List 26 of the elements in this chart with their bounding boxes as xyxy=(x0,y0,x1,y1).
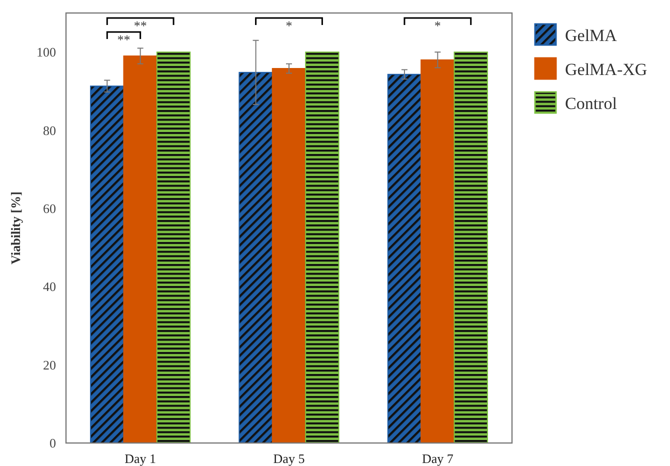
annotation: ** xyxy=(134,18,147,33)
annotation: ** xyxy=(117,32,130,47)
bar xyxy=(305,52,340,444)
y-tick-label: 60 xyxy=(43,201,56,216)
bar xyxy=(454,52,488,444)
bar xyxy=(420,59,455,444)
annotation: * xyxy=(434,18,441,33)
y-tick-label: 0 xyxy=(50,436,56,451)
bar xyxy=(90,86,124,444)
bar xyxy=(272,68,306,444)
annotation: * xyxy=(286,18,292,33)
y-tick-label: 20 xyxy=(43,357,56,372)
bar xyxy=(123,56,158,444)
y-tick-label: 100 xyxy=(36,44,56,60)
bar xyxy=(387,74,422,444)
legend-label: GelMA-XG xyxy=(565,60,648,79)
y-tick-label: 80 xyxy=(43,122,56,138)
x-tick-label: Day 1 xyxy=(124,451,156,466)
y-axis-title: Viability [%] xyxy=(8,192,23,264)
x-tick-label: Day 7 xyxy=(422,451,454,466)
legend-label: Control xyxy=(565,94,618,113)
bar xyxy=(238,72,273,444)
x-tick-label: Day 5 xyxy=(273,451,305,466)
y-tick-label: 40 xyxy=(43,279,56,294)
bar xyxy=(156,52,191,444)
legend-label: GelMA xyxy=(565,26,618,45)
